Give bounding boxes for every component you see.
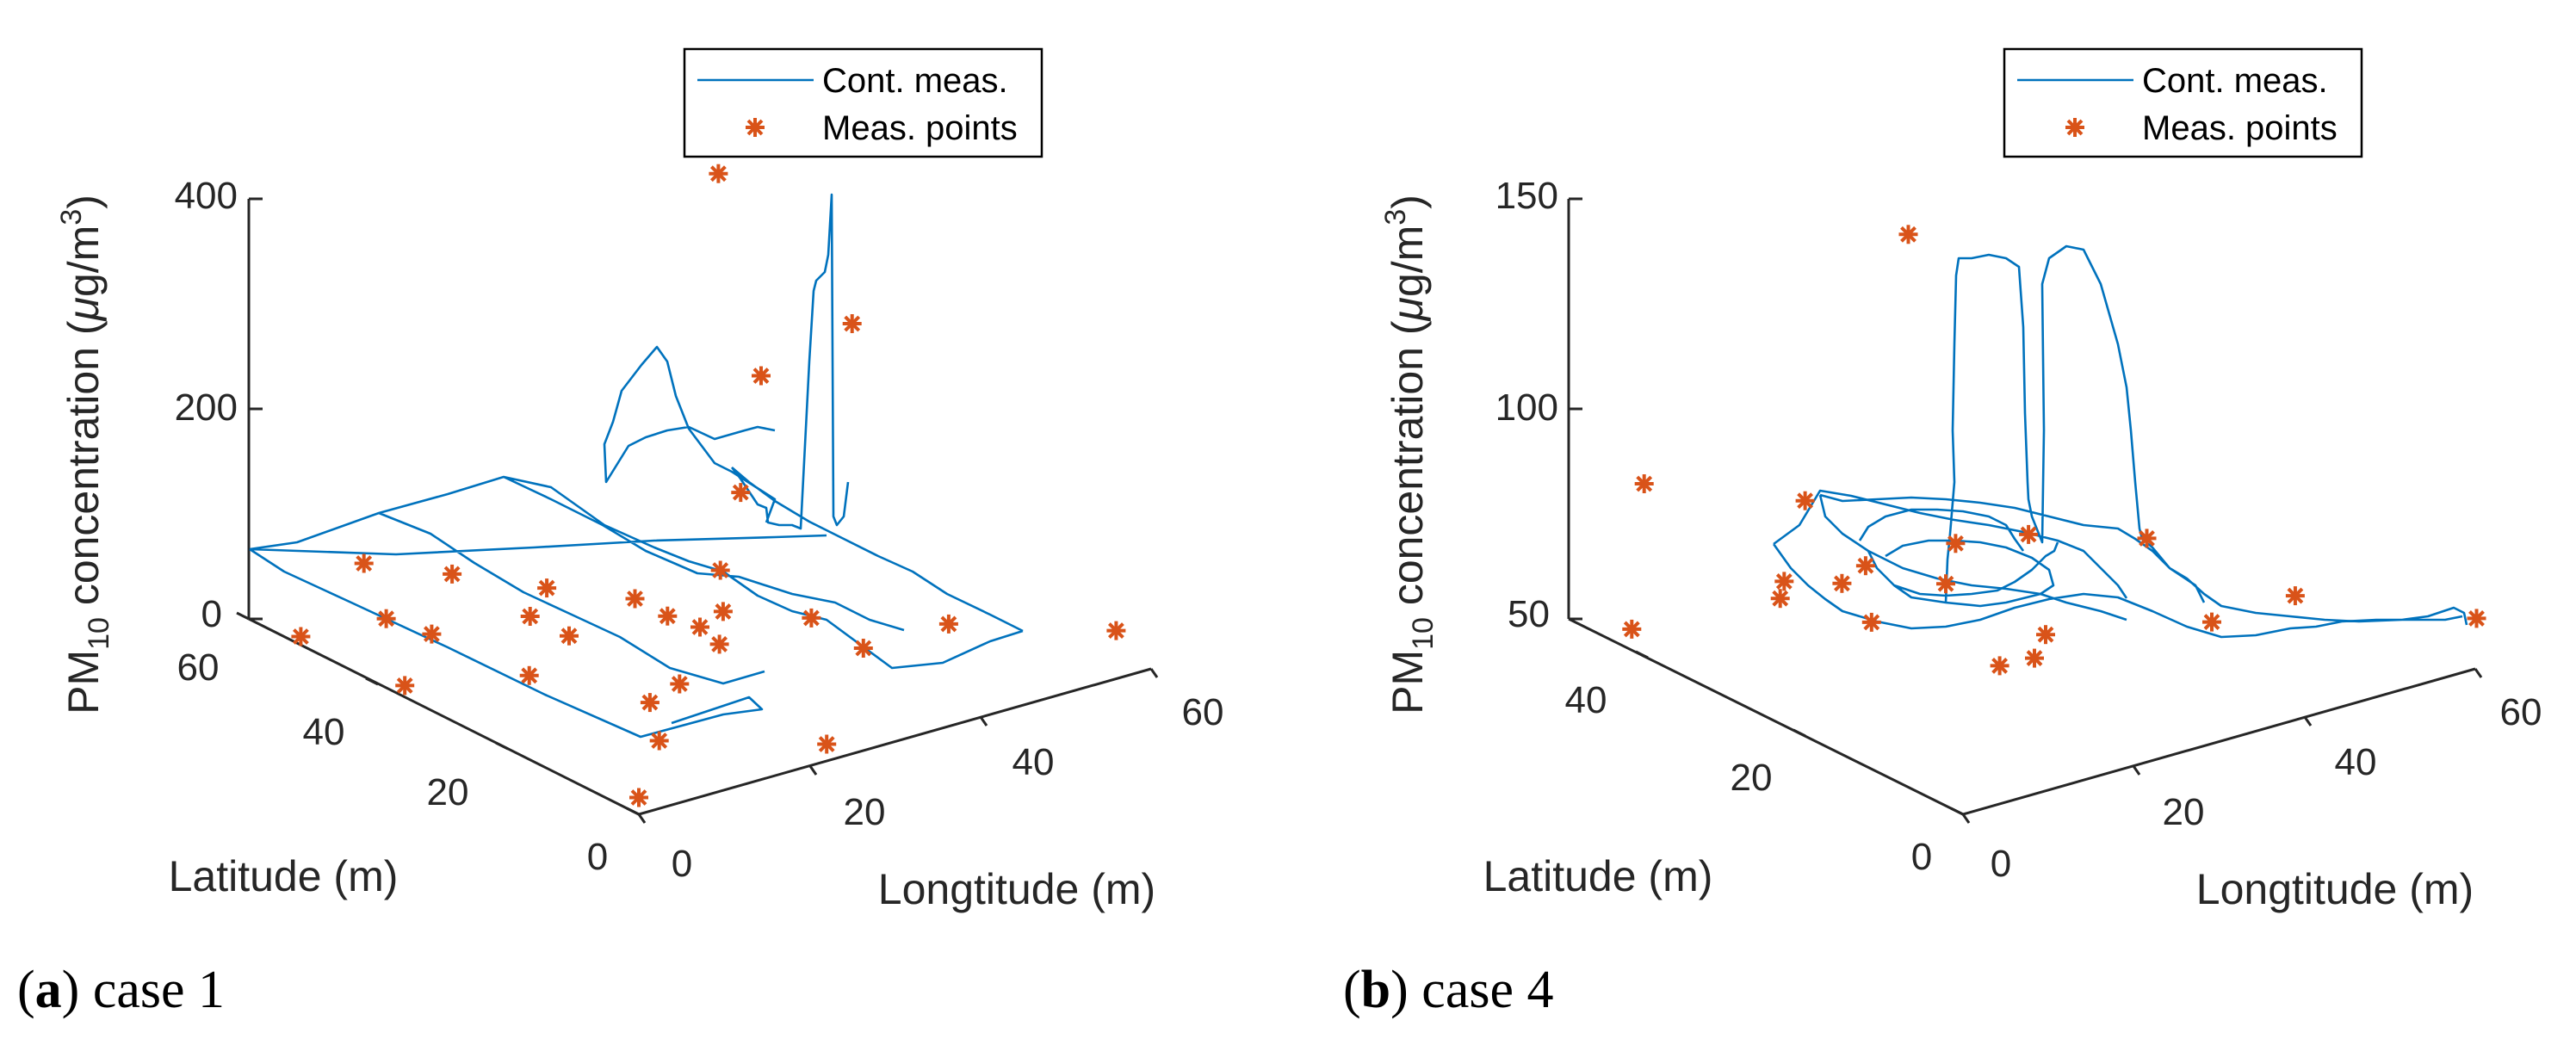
y-axis-a (248, 617, 640, 816)
meas-point-b-7 (2025, 648, 2044, 668)
meas-point-a-18 (670, 674, 690, 694)
zlabel-a: PM10 concentration (μg/m3) (55, 195, 115, 714)
meas-point-b-0 (2467, 609, 2486, 628)
meas-point-a-10 (713, 602, 733, 621)
xlabel-a: Longtitude (m) (878, 865, 1155, 913)
meas-point-a-17 (649, 731, 669, 751)
ylabel-b: Latitude (m) (1483, 852, 1713, 900)
meas-point-a-14 (422, 624, 442, 644)
meas-point-a-13 (560, 626, 579, 646)
ytick-a-0: 0 (587, 836, 608, 878)
xtick-b-0: 0 (1991, 843, 2011, 885)
xlabel-b: Longtitude (m) (2196, 865, 2474, 913)
legend-b-line-label: Cont. meas. (2142, 62, 2328, 100)
ztick-a-0: 0 (201, 593, 222, 635)
ytick-a-3: 60 (177, 646, 220, 689)
meas-point-b-15 (1622, 619, 1642, 639)
meas-point-b-1 (2202, 612, 2221, 632)
meas-point-b-16 (1990, 656, 2009, 676)
meas-point-a-8 (537, 578, 557, 598)
meas-point-a-11 (853, 639, 873, 658)
xtick-b-2: 40 (2335, 741, 2377, 783)
xtick-a-1: 20 (844, 791, 886, 833)
ytick-b-1: 20 (1731, 757, 1773, 799)
meas-point-b-12 (1861, 612, 1881, 632)
panel-a: 0 200 400 0 20 40 60 0 20 40 60 Latitude… (17, 47, 1224, 1019)
xtick-b-1: 20 (2163, 791, 2205, 833)
ytick-b-2: 40 (1565, 679, 1607, 721)
x-axis-b (1962, 667, 2476, 816)
meas-point-a-7 (443, 564, 462, 584)
ztick-a-1: 200 (175, 386, 238, 429)
meas-point-a-0 (1106, 621, 1126, 640)
panel-b: 50 100 150 0 20 40 0 20 40 60 Latitude (… (1343, 47, 2542, 1019)
legend-b-marker (2065, 118, 2084, 137)
xtick-a-3: 60 (1182, 691, 1224, 733)
meas-point-b-8 (2019, 524, 2039, 544)
series-markers-a (291, 164, 1126, 807)
ytick-b-0: 0 (1911, 836, 1932, 878)
meas-point-a-6 (354, 553, 374, 573)
meas-point-b-9 (1898, 225, 1918, 244)
series-markers-b (1622, 225, 2486, 676)
meas-point-b-18 (2285, 586, 2305, 606)
meas-point-a-12 (709, 634, 729, 654)
ztick-b-2: 150 (1495, 175, 1558, 217)
axes-a (236, 197, 1159, 824)
x-axis-a (638, 667, 1152, 816)
meas-point-b-4 (1795, 491, 1815, 510)
xtick-b-3: 60 (2500, 691, 2542, 733)
axes-b (1567, 197, 2483, 824)
meas-point-a-21 (731, 483, 751, 503)
meas-point-b-11 (1936, 574, 1955, 594)
meas-point-b-2 (2036, 625, 2055, 645)
meas-point-a-2 (802, 608, 821, 628)
legend-a: Cont. meas. Meas. points (683, 47, 1043, 158)
meas-point-b-14 (1774, 572, 1794, 591)
series-line-b (1772, 244, 2468, 639)
ytick-a-2: 40 (303, 711, 345, 753)
ztick-a-2: 400 (175, 175, 238, 217)
caption-a: (a) case 1 (17, 961, 225, 1019)
meas-point-a-5 (376, 609, 396, 628)
legend-a-marker (746, 118, 765, 137)
meas-point-b-17 (2137, 529, 2157, 548)
meas-point-a-27 (519, 665, 539, 685)
meas-point-b-13 (1855, 556, 1875, 576)
meas-point-a-1 (938, 614, 958, 634)
meas-point-a-19 (690, 617, 709, 637)
y-axis-b (1568, 617, 1964, 816)
meas-point-a-23 (842, 314, 862, 333)
ytick-a-1: 20 (427, 771, 469, 813)
meas-point-a-3 (658, 606, 678, 626)
legend-b: Cont. meas. Meas. points (2003, 47, 2363, 158)
legend-a-line-label: Cont. meas. (822, 62, 1008, 100)
xtick-a-0: 0 (672, 843, 692, 885)
meas-point-a-22 (752, 366, 771, 386)
meas-point-a-26 (640, 693, 659, 713)
legend-a-marker-label: Meas. points (822, 109, 1018, 147)
meas-point-a-20 (710, 560, 730, 580)
meas-point-a-24 (709, 164, 728, 183)
caption-b: (b) case 4 (1343, 961, 1553, 1019)
zlabel-b: PM10 concentration (μg/m3) (1379, 195, 1440, 714)
ztick-b-1: 100 (1495, 386, 1558, 429)
meas-point-b-6 (1770, 589, 1790, 609)
legend-b-marker-label: Meas. points (2142, 109, 2338, 147)
xtick-a-2: 40 (1012, 741, 1055, 783)
meas-point-a-16 (629, 788, 648, 807)
meas-point-a-15 (291, 627, 311, 646)
meas-point-b-5 (1634, 474, 1654, 493)
ztick-b-0: 50 (1508, 593, 1550, 635)
meas-point-a-28 (395, 676, 415, 696)
series-line-a (249, 193, 1024, 739)
meas-point-b-3 (1946, 534, 1966, 553)
meas-point-a-4 (520, 607, 540, 626)
meas-point-a-25 (817, 734, 837, 754)
ylabel-a: Latitude (m) (169, 852, 399, 900)
meas-point-b-10 (1832, 573, 1852, 593)
meas-point-a-9 (625, 589, 645, 609)
